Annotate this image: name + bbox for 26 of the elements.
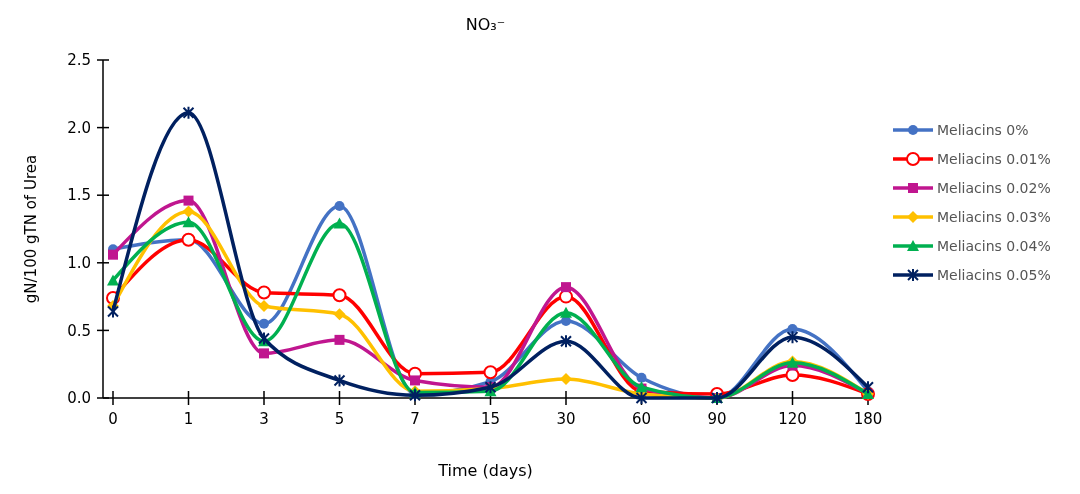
y-tick-label: 0.0 xyxy=(67,389,91,408)
x-tick-label: 180 xyxy=(853,410,883,428)
y-tick-label: 1.0 xyxy=(67,254,91,273)
x-tick-label: 120 xyxy=(778,410,807,428)
legend-label: Meliacins 0.04% xyxy=(937,237,1051,254)
legend-label: Meliacins 0.01% xyxy=(937,150,1051,167)
y-tick-label: 1.5 xyxy=(67,186,91,205)
x-tick-label: 0 xyxy=(108,410,118,428)
chart-title: NO₃⁻ xyxy=(465,15,506,34)
x-tick-label: 30 xyxy=(556,410,576,428)
legend-label: Meliacins 0.05% xyxy=(937,266,1051,283)
y-tick-label: 2.0 xyxy=(67,118,91,137)
x-axis-title: Time (days) xyxy=(437,461,533,480)
x-tick-label: 90 xyxy=(707,410,727,428)
y-axis-title: gN/100 gTN of Urea xyxy=(22,154,40,304)
x-tick-label: 3 xyxy=(259,410,269,428)
x-tick-label: 60 xyxy=(631,410,652,428)
legend-label: Meliacins 0.02% xyxy=(937,179,1051,196)
legend-label: Meliacins 0.03% xyxy=(937,208,1051,225)
x-tick-label: 15 xyxy=(480,410,501,428)
y-tick-label: 2.5 xyxy=(67,51,91,70)
x-tick-label: 5 xyxy=(334,410,345,428)
x-tick-label: 7 xyxy=(410,410,420,428)
y-tick-label: 0.5 xyxy=(67,321,91,340)
legend-label: Meliacins 0% xyxy=(937,121,1029,138)
x-tick-label: 1 xyxy=(183,410,194,428)
